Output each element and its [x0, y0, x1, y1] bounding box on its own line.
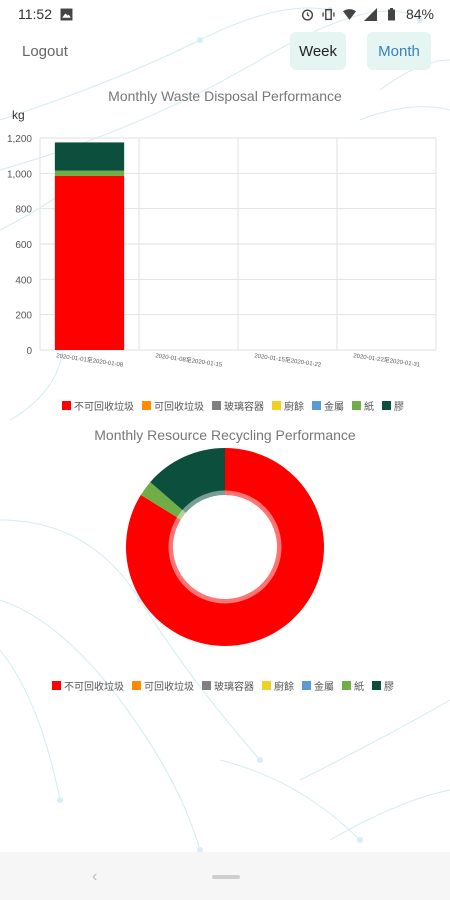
battery-percentage: 84%	[405, 6, 434, 22]
donut-hole	[176, 498, 274, 596]
bar-segment[interactable]	[54, 142, 125, 171]
legend-swatch	[212, 401, 221, 410]
vibrate-icon	[322, 8, 335, 20]
legend-swatch	[132, 681, 141, 690]
wifi-icon	[342, 8, 356, 20]
bar-legend-item[interactable]: 紙	[352, 398, 374, 413]
donut-slice[interactable]	[150, 448, 225, 513]
donut-legend-item[interactable]: 不可回收垃圾	[52, 678, 124, 693]
bar-legend-item[interactable]: 膠	[382, 398, 404, 413]
status-bar: 11:52 84%	[0, 0, 450, 28]
legend-swatch	[342, 681, 351, 690]
x-tick-label: 2020-01-08至2020-01-15	[155, 352, 223, 368]
legend-swatch	[142, 401, 151, 410]
legend-swatch	[382, 401, 391, 410]
legend-label: 不可回收垃圾	[64, 682, 124, 693]
legend-swatch	[372, 681, 381, 690]
home-nav-pill[interactable]	[212, 875, 240, 879]
legend-swatch	[62, 401, 71, 410]
x-tick-label: 2020-01-15至2020-01-22	[254, 352, 322, 368]
donut-legend-item[interactable]: 膠	[372, 678, 394, 693]
alarm-icon	[301, 8, 314, 21]
y-tick-label: 1,000	[7, 169, 32, 180]
y-axis-label: kg	[12, 108, 25, 122]
waste-disposal-bar-chart: kg 0 200 400 600 800 1,000 1,200 2020-01-01至2020…	[7, 108, 437, 369]
y-tick-label: 0	[26, 346, 32, 357]
week-button[interactable]: Week	[290, 32, 346, 70]
donut-legend-item[interactable]: 金屬	[302, 678, 334, 693]
legend-label: 可回收垃圾	[144, 682, 194, 693]
donut-legend-item[interactable]: 可回收垃圾	[132, 678, 194, 693]
legend-label: 可回收垃圾	[154, 402, 204, 413]
bar-segment[interactable]	[54, 175, 125, 350]
legend-label: 紙	[354, 682, 364, 693]
legend-swatch	[272, 401, 281, 410]
y-tick-label: 1,200	[7, 134, 32, 145]
battery-icon	[387, 7, 395, 20]
y-tick-label: 600	[15, 240, 32, 251]
legend-label: 玻璃容器	[214, 682, 254, 693]
legend-swatch	[202, 681, 211, 690]
signal-icon	[363, 7, 377, 21]
bar-segment[interactable]	[54, 170, 125, 176]
y-tick-label: 400	[15, 275, 32, 286]
x-tick-label: 2020-01-01至2020-01-08	[56, 352, 124, 368]
legend-swatch	[262, 681, 271, 690]
legend-label: 膠	[394, 402, 404, 413]
bar-legend-item[interactable]: 可回收垃圾	[142, 398, 204, 413]
bar-legend-item[interactable]: 不可回收垃圾	[62, 398, 134, 413]
header: Logout Week Month	[0, 30, 450, 72]
bar-chart-legend: 不可回收垃圾 可回收垃圾 玻璃容器 廚餘 金屬 紙 膠	[62, 398, 404, 413]
logout-button[interactable]: Logout	[22, 43, 68, 60]
donut-chart-legend: 不可回收垃圾 可回收垃圾 玻璃容器 廚餘 金屬 紙 膠	[52, 678, 394, 693]
image-notification-icon	[60, 8, 73, 20]
donut-slice[interactable]	[125, 448, 324, 646]
legend-label: 金屬	[314, 682, 334, 693]
bar-legend-item[interactable]: 廚餘	[272, 398, 304, 413]
month-button[interactable]: Month	[367, 32, 431, 70]
donut-slice[interactable]	[140, 482, 186, 520]
legend-label: 膠	[384, 682, 394, 693]
legend-label: 不可回收垃圾	[74, 402, 134, 413]
bar-legend-item[interactable]: 金屬	[312, 398, 344, 413]
status-time: 11:52	[18, 6, 52, 22]
donut-legend-item[interactable]: 廚餘	[262, 678, 294, 693]
legend-swatch	[312, 401, 321, 410]
legend-swatch	[352, 401, 361, 410]
y-tick-label: 200	[15, 311, 32, 322]
legend-label: 金屬	[324, 402, 344, 413]
legend-swatch	[52, 681, 61, 690]
legend-label: 廚餘	[274, 682, 294, 693]
donut-legend-item[interactable]: 紙	[342, 678, 364, 693]
legend-swatch	[302, 681, 311, 690]
donut-legend-item[interactable]: 玻璃容器	[202, 678, 254, 693]
bar-legend-item[interactable]: 玻璃容器	[212, 398, 264, 413]
y-tick-label: 800	[15, 205, 32, 216]
navigation-bar: ‹	[0, 852, 450, 900]
legend-label: 玻璃容器	[224, 402, 264, 413]
legend-label: 廚餘	[284, 402, 304, 413]
donut-inner-ring	[168, 490, 282, 604]
bar-chart-title: Monthly Waste Disposal Performance	[108, 88, 342, 104]
back-nav-icon[interactable]: ‹	[92, 868, 98, 885]
donut-chart-title: Monthly Resource Recycling Performance	[94, 427, 356, 443]
x-tick-label: 2020-01-22至2020-01-31	[353, 352, 421, 368]
legend-label: 紙	[364, 402, 374, 413]
recycling-donut-chart	[125, 448, 324, 646]
